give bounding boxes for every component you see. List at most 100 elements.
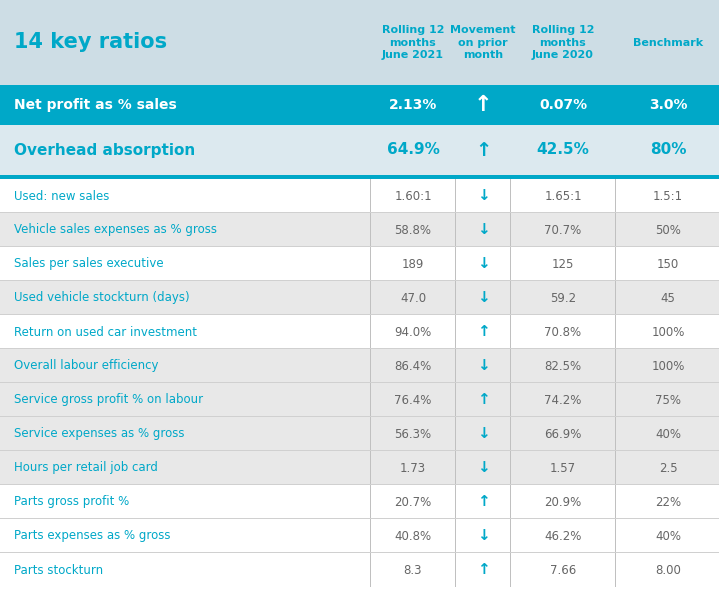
- Text: 150: 150: [657, 258, 679, 270]
- Text: Rolling 12
months
June 2020: Rolling 12 months June 2020: [532, 25, 594, 60]
- Text: 56.3%: 56.3%: [395, 428, 431, 441]
- Bar: [455, 485, 456, 519]
- Bar: [0, 212, 719, 213]
- Text: ↓: ↓: [477, 223, 490, 238]
- Text: Sales per sales executive: Sales per sales executive: [14, 258, 164, 270]
- Bar: [0, 485, 719, 519]
- Text: 64.9%: 64.9%: [387, 143, 439, 157]
- Text: 70.8%: 70.8%: [544, 326, 582, 339]
- Text: Benchmark: Benchmark: [633, 37, 703, 48]
- Bar: [0, 382, 719, 383]
- Text: 2.13%: 2.13%: [389, 98, 437, 112]
- Text: Vehicle sales expenses as % gross: Vehicle sales expenses as % gross: [14, 223, 217, 236]
- Text: Parts expenses as % gross: Parts expenses as % gross: [14, 529, 170, 542]
- Text: Parts gross profit %: Parts gross profit %: [14, 495, 129, 508]
- Text: 1.60:1: 1.60:1: [394, 189, 432, 203]
- Bar: [370, 485, 371, 519]
- Bar: [370, 179, 371, 213]
- Bar: [455, 247, 456, 281]
- Bar: [455, 519, 456, 553]
- Text: 45: 45: [661, 292, 675, 305]
- Text: ↓: ↓: [477, 290, 490, 305]
- Bar: [0, 451, 719, 485]
- Bar: [370, 417, 371, 451]
- Bar: [370, 281, 371, 315]
- Bar: [370, 315, 371, 349]
- Text: 86.4%: 86.4%: [395, 359, 431, 372]
- Bar: [0, 247, 719, 281]
- Text: 59.2: 59.2: [550, 292, 576, 305]
- Text: 82.5%: 82.5%: [544, 359, 582, 372]
- Text: ↑: ↑: [477, 563, 490, 577]
- Text: 40%: 40%: [655, 428, 681, 441]
- Text: 3.0%: 3.0%: [649, 98, 687, 112]
- Text: 42.5%: 42.5%: [536, 143, 590, 157]
- Bar: [510, 417, 511, 451]
- Text: 74.2%: 74.2%: [544, 393, 582, 406]
- Text: 75%: 75%: [655, 393, 681, 406]
- Bar: [370, 213, 371, 247]
- Bar: [0, 0, 719, 85]
- Text: Hours per retail job card: Hours per retail job card: [14, 462, 158, 475]
- Bar: [615, 383, 616, 417]
- Text: 1.57: 1.57: [550, 462, 576, 475]
- Bar: [0, 314, 719, 315]
- Bar: [0, 179, 719, 213]
- Bar: [370, 383, 371, 417]
- Text: ↑: ↑: [477, 494, 490, 510]
- Text: ↑: ↑: [477, 324, 490, 340]
- Text: Net profit as % sales: Net profit as % sales: [14, 98, 177, 112]
- Bar: [0, 552, 719, 553]
- Bar: [0, 417, 719, 451]
- Text: 47.0: 47.0: [400, 292, 426, 305]
- Text: 8.00: 8.00: [655, 564, 681, 577]
- Bar: [0, 85, 719, 125]
- Text: 100%: 100%: [651, 359, 684, 372]
- Bar: [0, 416, 719, 417]
- Bar: [0, 519, 719, 553]
- Text: 94.0%: 94.0%: [395, 326, 431, 339]
- Bar: [0, 246, 719, 247]
- Text: 40%: 40%: [655, 529, 681, 542]
- Bar: [0, 450, 719, 451]
- Text: Used vehicle stockturn (days): Used vehicle stockturn (days): [14, 292, 190, 305]
- Text: ↓: ↓: [477, 257, 490, 271]
- Bar: [455, 281, 456, 315]
- Text: 14 key ratios: 14 key ratios: [14, 33, 167, 52]
- Text: Service gross profit % on labour: Service gross profit % on labour: [14, 393, 203, 406]
- Bar: [0, 280, 719, 281]
- Bar: [455, 451, 456, 485]
- Text: Service expenses as % gross: Service expenses as % gross: [14, 428, 185, 441]
- Text: 1.73: 1.73: [400, 462, 426, 475]
- Bar: [0, 383, 719, 417]
- Bar: [0, 175, 719, 179]
- Text: 100%: 100%: [651, 326, 684, 339]
- Text: ↓: ↓: [477, 359, 490, 374]
- Text: ↓: ↓: [477, 460, 490, 476]
- Bar: [0, 281, 719, 315]
- Bar: [0, 349, 719, 383]
- Text: Parts stockturn: Parts stockturn: [14, 564, 103, 577]
- Bar: [510, 315, 511, 349]
- Bar: [615, 213, 616, 247]
- Bar: [510, 179, 511, 213]
- Bar: [0, 518, 719, 519]
- Bar: [455, 179, 456, 213]
- Text: 76.4%: 76.4%: [394, 393, 431, 406]
- Text: 70.7%: 70.7%: [544, 223, 582, 236]
- Text: Return on used car investment: Return on used car investment: [14, 326, 197, 339]
- Bar: [370, 349, 371, 383]
- Bar: [615, 349, 616, 383]
- Bar: [0, 553, 719, 587]
- Text: 40.8%: 40.8%: [395, 529, 431, 542]
- Text: 7.66: 7.66: [550, 564, 576, 577]
- Bar: [510, 349, 511, 383]
- Text: 1.5:1: 1.5:1: [653, 189, 683, 203]
- Text: ↓: ↓: [477, 188, 490, 204]
- Bar: [615, 451, 616, 485]
- Bar: [510, 247, 511, 281]
- Bar: [510, 519, 511, 553]
- Text: 80%: 80%: [650, 143, 686, 157]
- Text: Overall labour efficiency: Overall labour efficiency: [14, 359, 158, 372]
- Bar: [455, 417, 456, 451]
